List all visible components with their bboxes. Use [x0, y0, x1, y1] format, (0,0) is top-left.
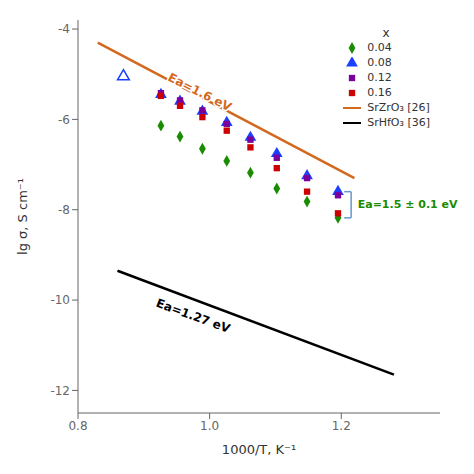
svg-text:-4: -4: [58, 22, 70, 36]
svg-text:lg σ, S cm⁻¹: lg σ, S cm⁻¹: [15, 178, 30, 255]
svg-text:Ea=1.6 eV: Ea=1.6 eV: [166, 70, 235, 114]
svg-text:-10: -10: [50, 293, 70, 307]
svg-text:-8: -8: [58, 203, 70, 217]
svg-text:Ea=1.27 eV: Ea=1.27 eV: [154, 296, 232, 336]
html-text:0.04: 0.04: [367, 41, 392, 54]
html-text:SrHfO₃ [36]: SrHfO₃ [36]: [367, 116, 430, 129]
svg-text:-12: -12: [50, 384, 70, 398]
html-text:x: x: [382, 26, 390, 40]
svg-text:1.2: 1.2: [332, 419, 351, 433]
svg-text:-6: -6: [58, 113, 70, 127]
html-text:0.16: 0.16: [367, 86, 392, 99]
svg-text:Ea=1.5 ± 0.1 eV: Ea=1.5 ± 0.1 eV: [358, 198, 458, 211]
svg-text:1000/T, K⁻¹: 1000/T, K⁻¹: [222, 442, 296, 457]
svg-text:1.0: 1.0: [200, 419, 219, 433]
html-text:0.08: 0.08: [367, 56, 392, 69]
svg-text:0.8: 0.8: [68, 419, 87, 433]
html-text:0.12: 0.12: [367, 71, 392, 84]
html-text:SrZrO₃ [26]: SrZrO₃ [26]: [367, 101, 430, 114]
